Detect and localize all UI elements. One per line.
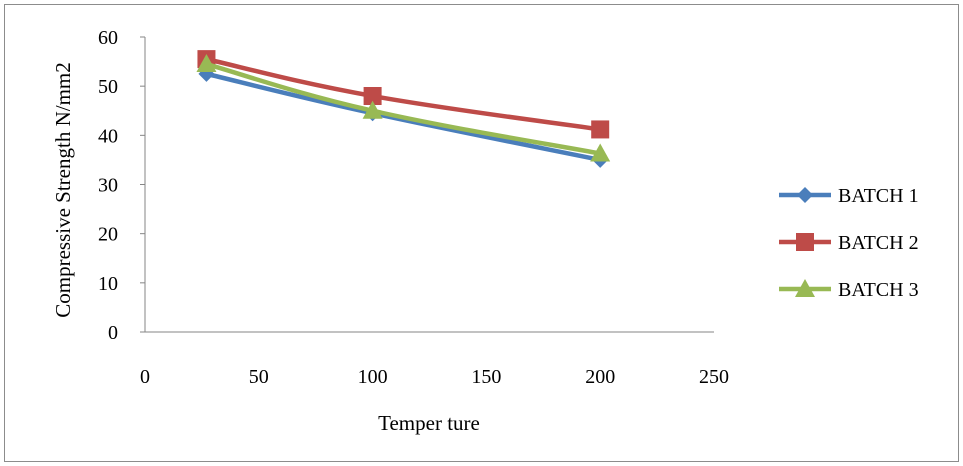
y-tick-labels: 0 10 20 30 40 50 60 bbox=[98, 27, 145, 344]
data-point bbox=[591, 120, 610, 139]
legend: BATCH 1 BATCH 2 BATCH 3 bbox=[779, 185, 919, 301]
y-tick-label: 0 bbox=[108, 322, 118, 344]
data-point bbox=[362, 100, 383, 119]
x-tick-labels: 0 50 100 150 200 250 bbox=[140, 366, 729, 388]
x-tick-label: 200 bbox=[585, 366, 615, 388]
legend-label: BATCH 2 bbox=[838, 232, 919, 254]
series-3 bbox=[196, 54, 611, 162]
y-tick-label: 30 bbox=[98, 175, 118, 197]
legend-item: BATCH 3 bbox=[779, 279, 919, 301]
legend-item: BATCH 1 bbox=[779, 185, 919, 207]
series-layer bbox=[196, 50, 611, 168]
series-line bbox=[204, 61, 603, 156]
y-tick-label: 10 bbox=[98, 273, 118, 295]
data-point bbox=[196, 54, 217, 73]
legend-label: BATCH 3 bbox=[838, 279, 919, 301]
legend-marker bbox=[797, 187, 813, 203]
x-tick-label: 100 bbox=[358, 366, 388, 388]
legend-marker bbox=[795, 279, 815, 297]
y-tick-label: 40 bbox=[98, 125, 118, 147]
x-tick-label: 50 bbox=[249, 366, 269, 388]
series-2 bbox=[197, 50, 610, 139]
y-tick-label: 20 bbox=[98, 224, 118, 246]
data-point bbox=[590, 143, 611, 162]
data-point bbox=[363, 87, 382, 105]
y-axis-title: Compressive Strength N/mm2 bbox=[51, 62, 75, 318]
x-tick-label: 0 bbox=[140, 366, 150, 388]
legend-label: BATCH 1 bbox=[838, 185, 919, 207]
x-tick-label: 250 bbox=[699, 366, 729, 388]
y-tick-label: 50 bbox=[98, 76, 118, 98]
x-tick-label: 150 bbox=[471, 366, 501, 388]
x-axis-title: Temper ture bbox=[378, 411, 480, 435]
y-tick-label: 60 bbox=[98, 27, 118, 49]
legend-marker bbox=[796, 233, 814, 251]
legend-item: BATCH 2 bbox=[779, 232, 919, 254]
